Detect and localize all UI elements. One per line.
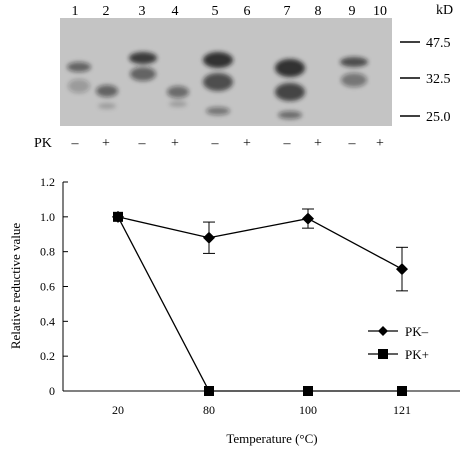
x-axis-title: Temperature (°C) [226,431,317,446]
x-tick-label: 20 [112,403,124,417]
blot-band [275,83,305,101]
legend-diamond-marker [378,326,388,336]
lane-number-5: 5 [212,4,219,19]
legend-square-marker [378,349,388,359]
blot-band [169,101,187,107]
data-point-pk-plus [303,386,313,396]
data-point-pk-plus [113,211,123,222]
x-tick-label: 100 [299,403,317,417]
blot-band [167,86,189,98]
pk-row-label: PK [34,136,52,151]
pk-sign-lane-2: + [102,136,110,151]
data-point-pk-minus [203,231,215,244]
x-tick-label: 80 [203,403,215,417]
pk-sign-lane-9: – [348,136,357,151]
pk-sign-lane-10: + [376,136,384,151]
data-point-pk-plus [397,386,407,396]
blot-band [67,62,91,72]
marker-label-32: 32.5 [426,72,451,87]
western-blot-panel: 1 2 3 4 5 6 7 8 9 10 kD 47.5 32.5 25.0 PK – + – + – + –… [34,3,453,151]
line-chart: 0 0.2 0.4 0.6 0.8 1.0 1.2 20 80 100 121 Relative … [8,175,460,446]
y-tick-label: 0 [49,384,55,398]
lane-number-3: 3 [139,4,146,19]
legend-label-pk-minus: PK– [405,324,429,339]
lane-number-1: 1 [72,4,79,19]
data-point-pk-plus [204,386,214,396]
pk-sign-lane-1: – [71,136,80,151]
pk-sign-lane-8: + [314,136,322,151]
data-point-pk-minus [396,263,408,276]
lane-number-10: 10 [373,4,387,19]
blot-band [275,59,305,77]
pk-sign-lane-5: – [211,136,220,151]
y-tick-label: 0.6 [40,280,55,294]
lane-number-8: 8 [315,4,322,19]
lane-number-2: 2 [103,4,110,19]
y-tick-label: 0.4 [40,314,55,328]
lane-number-6: 6 [244,4,251,19]
legend-label-pk-plus: PK+ [405,347,429,362]
pk-sign-lane-6: + [243,136,251,151]
blot-band [278,111,302,119]
data-point-pk-minus [302,212,314,225]
pk-sign-lane-3: – [138,136,147,151]
blot-membrane [60,18,392,126]
blot-band [341,73,367,87]
blot-band [130,67,156,81]
y-tick-label: 1.2 [40,175,55,189]
y-tick-label: 0.2 [40,349,55,363]
blot-band [206,107,230,115]
series-line-pk-plus [117,216,402,392]
y-axis-title: Relative reductive value [8,223,23,350]
lane-number-9: 9 [349,4,356,19]
blot-band [129,52,157,64]
y-tick-label: 0.8 [40,245,55,259]
x-tick-label: 121 [393,403,411,417]
blot-band [203,52,233,68]
blot-band [340,57,368,67]
pk-sign-lane-7: – [283,136,292,151]
marker-label-47: 47.5 [426,36,451,51]
kd-unit-label: kD [436,3,453,18]
series-line-pk-minus [117,216,403,270]
marker-label-25: 25.0 [426,110,451,125]
legend: PK– PK+ [368,324,429,362]
lane-number-7: 7 [284,4,291,19]
lane-number-4: 4 [172,4,179,19]
y-tick-label: 1.0 [40,210,55,224]
pk-sign-lane-4: + [171,136,179,151]
blot-band [98,103,116,109]
blot-band [203,73,233,91]
blot-band [68,79,90,93]
blot-band [96,85,118,97]
